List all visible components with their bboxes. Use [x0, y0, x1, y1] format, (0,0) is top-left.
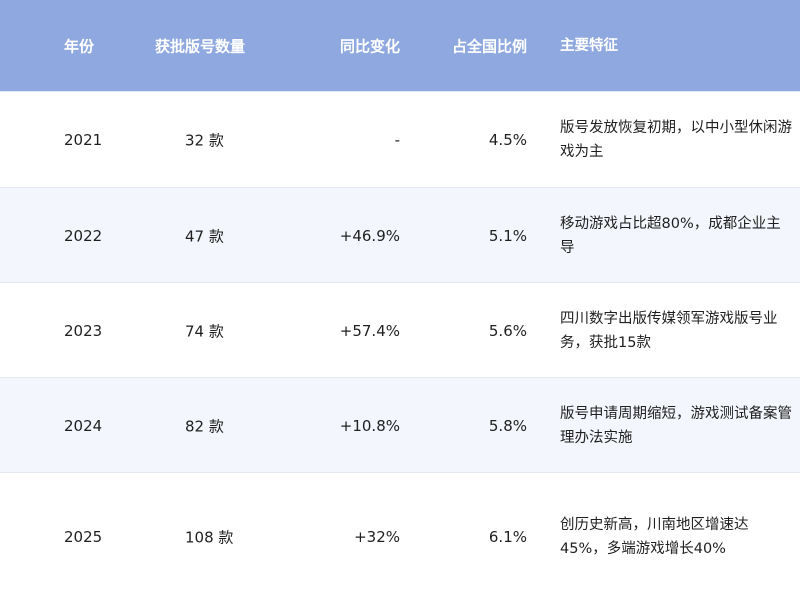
table-row: 2022 47 款 +46.9% 5.1% 移动游戏占比超80%，成都企业主导 [0, 187, 800, 283]
count-cell: 82 款 [185, 417, 224, 435]
header-share: 占全国比例 [451, 37, 527, 55]
features-cell: 版号发放恢复初期，以中小型休闲游戏为主 [560, 120, 792, 160]
features-cell: 创历史新高，川南地区增速达45%，多端游戏增长40% [560, 517, 749, 557]
header-count: 获批版号数量 [155, 37, 246, 55]
yoy-cell: +46.9% [339, 226, 400, 245]
table-header: 年份 获批版号数量 同比变化 占全国比例 主要特征 [0, 0, 800, 91]
share-cell: 6.1% [488, 528, 527, 546]
year-cell: 2022 [64, 226, 103, 245]
yoy-cell: +57.4% [339, 321, 400, 340]
share-cell: 5.1% [488, 226, 527, 245]
header-features: 主要特征 [560, 37, 618, 54]
count-cell: 74 款 [185, 322, 224, 340]
features-cell: 版号申请周期缩短，游戏测试备案管理办法实施 [560, 405, 792, 446]
table-row: 2023 74 款 +57.4% 5.6% 四川数字出版传媒领军游戏版号业务，获… [0, 282, 800, 378]
year-cell: 2025 [64, 528, 103, 546]
year-cell: 2021 [64, 131, 103, 149]
share-cell: 5.8% [488, 416, 527, 435]
year-cell: 2023 [64, 321, 103, 340]
header-yoy: 同比变化 [339, 37, 400, 55]
share-cell: 4.5% [488, 131, 527, 149]
yoy-cell: - [394, 131, 400, 149]
count-cell: 47 款 [185, 227, 224, 245]
yoy-cell: +32% [354, 528, 400, 546]
header-year: 年份 [64, 37, 95, 55]
table-row: 2025 108 款 +32% 6.1% 创历史新高，川南地区增速达45%，多端… [0, 472, 800, 601]
year-cell: 2024 [64, 416, 103, 435]
share-cell: 5.6% [488, 321, 527, 340]
table-row: 2021 32 款 - 4.5% 版号发放恢复初期，以中小型休闲游戏为主 [0, 91, 800, 188]
table-row: 2024 82 款 +10.8% 5.8% 版号申请周期缩短，游戏测试备案管理办… [0, 377, 800, 473]
yoy-cell: +10.8% [339, 416, 400, 435]
count-cell: 108 款 [185, 528, 234, 547]
count-cell: 32 款 [185, 131, 224, 150]
features-cell: 四川数字出版传媒领军游戏版号业务，获批15款 [560, 310, 778, 351]
features-cell: 移动游戏占比超80%，成都企业主导 [560, 215, 781, 256]
